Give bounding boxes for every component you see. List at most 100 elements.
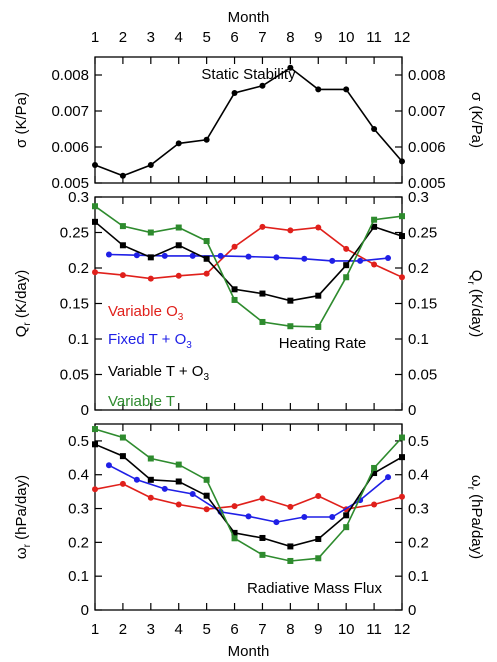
legend-entry: Variable T + O3 — [108, 363, 209, 383]
series-line-1 — [94, 66, 403, 177]
series-line-1 — [94, 225, 403, 280]
x-axis-label-bottom: Month — [228, 643, 270, 660]
y-axis-label-sub: r — [22, 543, 33, 547]
data-point — [287, 543, 294, 550]
data-point — [301, 514, 308, 520]
data-point — [301, 255, 308, 262]
data-point — [259, 223, 266, 230]
y-tick-label-right: 0.006 — [408, 139, 446, 156]
x-tick-label-top: 2 — [119, 29, 127, 46]
y-tick-label-right: 0 — [408, 602, 416, 619]
y-tick-label: 0.5 — [68, 433, 89, 450]
y-axis-label-text: σ (K/Pa) — [13, 92, 30, 148]
x-tick-label-bottom: 9 — [314, 621, 322, 638]
data-point — [92, 269, 98, 276]
y-axis-label-unit: (K/day) — [468, 285, 485, 338]
data-point — [175, 461, 182, 468]
data-point — [287, 323, 294, 330]
y-axis-label-left: Qr (K/day) — [13, 270, 33, 338]
x-tick-label-top: 12 — [394, 29, 411, 46]
data-point — [92, 441, 98, 448]
y-tick-label: 0.3 — [68, 501, 89, 518]
x-tick-label-bottom: 2 — [119, 621, 127, 638]
data-point — [399, 233, 405, 240]
y-axis-label-unit: (K/day) — [13, 270, 30, 323]
y-axis-label-sub: r — [465, 281, 476, 285]
data-point — [399, 454, 405, 461]
x-tick-label-bottom: 5 — [202, 621, 210, 638]
data-point — [287, 64, 294, 71]
data-point — [203, 506, 210, 513]
plot-frame — [94, 56, 403, 184]
data-point — [175, 501, 182, 508]
y-tick-label: 0.2 — [68, 260, 89, 277]
y-axis-label-right: ωr (hPa/day) — [465, 475, 485, 559]
data-point — [245, 253, 252, 260]
data-point — [92, 426, 98, 433]
data-point — [119, 480, 126, 487]
data-point — [105, 251, 112, 258]
data-point — [231, 243, 238, 250]
legend-entry-sub: 3 — [203, 372, 209, 383]
y-axis-label-text: Q — [468, 270, 485, 282]
y-tick-label-right: 0.1 — [408, 568, 429, 585]
data-point — [161, 485, 168, 492]
data-point — [371, 501, 378, 508]
y-tick-label: 0.2 — [68, 534, 89, 551]
data-point — [175, 478, 182, 485]
plot-frame — [94, 423, 403, 611]
y-tick-label: 0 — [81, 402, 89, 419]
data-point — [231, 529, 238, 536]
data-point — [231, 286, 238, 293]
x-tick-label-top: 6 — [230, 29, 238, 46]
x-tick-label-bottom: 4 — [175, 621, 183, 638]
data-point — [147, 162, 154, 168]
y-tick-label: 0.4 — [68, 467, 89, 484]
data-point — [371, 216, 378, 223]
data-point — [147, 476, 154, 483]
data-point — [259, 318, 266, 325]
y-tick-label-right: 0.1 — [408, 331, 429, 348]
y-tick-label: 0.006 — [51, 139, 89, 156]
data-point — [231, 535, 238, 542]
legend-entry: Fixed T + O3 — [108, 331, 192, 351]
data-point — [371, 261, 378, 268]
y-tick-label: 0.008 — [51, 67, 89, 84]
data-point — [287, 557, 294, 564]
series-line-4 — [94, 428, 403, 562]
data-point — [175, 272, 182, 279]
data-point — [175, 140, 182, 147]
y-tick-label-right: 0.005 — [408, 175, 446, 192]
data-point — [203, 238, 210, 245]
data-point — [259, 82, 266, 89]
legend-entry-sub: 3 — [178, 312, 184, 323]
legend-entry-text: Variable T — [108, 393, 175, 410]
data-point — [119, 453, 126, 460]
x-tick-label-top: 5 — [202, 29, 210, 46]
data-point — [92, 203, 98, 210]
data-point — [147, 455, 154, 462]
data-point — [315, 323, 322, 330]
x-tick-label-top: 4 — [175, 29, 183, 46]
data-point — [147, 275, 154, 282]
data-point — [343, 524, 350, 531]
data-point — [189, 491, 196, 498]
y-axis-label-left: σ (K/Pa) — [13, 92, 30, 148]
y-tick-label-right: 0.05 — [408, 367, 437, 384]
data-point — [203, 255, 210, 262]
panel-3: 0 0 0.1 0.1 0.2 0.2 0.3 0.3 0.4 0.4 0.5 0.5 Radiativ… — [13, 423, 485, 619]
data-point — [119, 272, 126, 279]
data-point — [231, 296, 238, 303]
x-tick-label-top: 11 — [366, 29, 382, 46]
data-point — [315, 224, 322, 231]
y-tick-label: 0.3 — [68, 189, 89, 206]
data-point — [399, 213, 405, 220]
y-tick-label: 0.15 — [60, 296, 89, 313]
y-tick-label: 0.25 — [60, 225, 89, 242]
data-point — [343, 512, 350, 519]
data-point — [147, 494, 154, 501]
panel-title: Heating Rate — [279, 335, 367, 352]
series-line-4 — [94, 205, 403, 328]
data-point — [92, 486, 98, 493]
y-tick-label-right: 0.2 — [408, 534, 429, 551]
